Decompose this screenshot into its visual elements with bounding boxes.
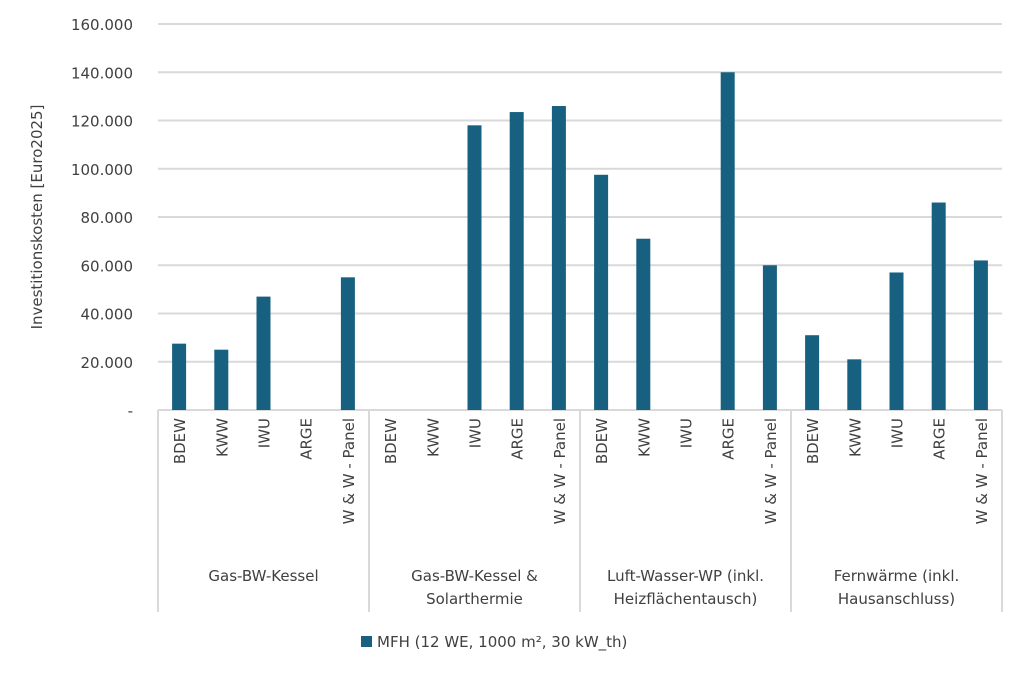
y-tick-label: 160.000 [71,16,133,34]
x-tick-label: BDEW [593,418,611,464]
bar [594,174,609,410]
x-tick-label: BDEW [382,418,400,464]
group-label: Luft-Wasser-WP (inkl. [607,567,764,585]
bar [720,72,735,410]
x-tick-label: ARGE [509,418,527,460]
x-tick-label: IWU [889,418,907,448]
group-label: Solarthermie [426,590,523,608]
x-tick-label: W & W - Panel [762,418,780,524]
group-label: Fernwärme (inkl. [834,567,960,585]
x-tick-label: BDEW [804,418,822,464]
y-tick-label: 80.000 [81,209,134,227]
x-tick-label: ARGE [931,418,949,460]
x-tick-label: KWW [635,418,653,457]
bar [805,335,820,410]
bar [340,277,355,410]
x-tick-label: ARGE [298,418,316,460]
legend-label: MFH (12 WE, 1000 m², 30 kW_th) [377,633,627,652]
group-label: Hausanschluss) [838,590,955,608]
y-tick-label: 20.000 [81,354,134,372]
y-tick-label: 140.000 [71,64,133,82]
y-tick-label: - [128,402,133,420]
legend-swatch [361,636,372,647]
bar [214,349,229,410]
bar [762,265,777,410]
bar [847,359,862,410]
bar [256,296,271,410]
bar [973,260,988,410]
y-tick-label: 100.000 [71,161,133,179]
x-tick-label: BDEW [171,418,189,464]
x-tick-label: W & W - Panel [340,418,358,524]
x-tick-label: ARGE [720,418,738,460]
group-label: Heizflächentausch) [614,590,758,608]
bar [509,112,524,411]
y-axis-label: Investitionskosten [Euro2025] [28,105,46,330]
x-tick-label: IWU [678,418,696,448]
x-tick-label: KWW [213,418,231,457]
x-tick-label: W & W - Panel [551,418,569,524]
y-tick-label: 120.000 [71,113,133,131]
group-label: Gas-BW-Kessel & [411,567,538,585]
bar [467,125,482,410]
y-tick-label: 60.000 [81,257,134,275]
bar [551,106,566,411]
x-tick-label: IWU [467,418,485,448]
x-tick-label: KWW [846,418,864,457]
bar [636,238,651,410]
x-tick-label: W & W - Panel [973,418,991,524]
group-label: Gas-BW-Kessel [208,567,318,585]
bar [889,272,904,410]
y-tick-label: 40.000 [81,306,134,324]
bar [931,202,946,410]
x-tick-label: IWU [256,418,274,448]
bar [172,343,187,410]
x-tick-label: KWW [424,418,442,457]
